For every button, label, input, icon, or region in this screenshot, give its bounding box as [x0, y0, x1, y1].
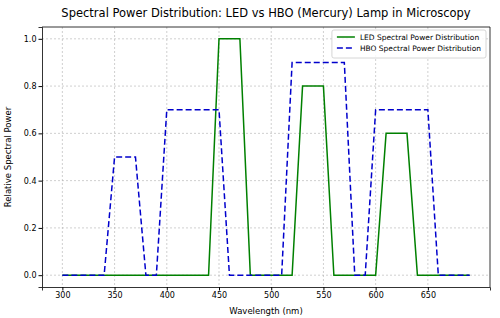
tick-mark — [39, 39, 43, 40]
tick-label: 600 — [369, 291, 384, 300]
tick-label: 300 — [55, 291, 70, 300]
title: Spectral Power Distribution: LED vs HBO … — [61, 6, 470, 20]
tick: 0.8 — [24, 82, 42, 91]
tick-mark — [428, 287, 429, 291]
tick-mark — [39, 133, 43, 134]
tick: 0.2 — [24, 224, 42, 233]
tick-mark — [39, 228, 43, 229]
grid-line-y — [42, 227, 490, 228]
tick: 300 — [55, 287, 70, 300]
tick-label: 350 — [107, 291, 122, 300]
grid-line-x — [166, 27, 167, 287]
tick: 0.0 — [24, 271, 42, 280]
tick-label: 400 — [160, 291, 175, 300]
chart: 300 350 400 450 500 550 600 650 0.0 0.2 0.4 0.6 0.8 1… — [0, 0, 500, 318]
tick-label: 0.6 — [24, 129, 37, 138]
tick-label: 0.0 — [24, 271, 37, 280]
grid — [42, 27, 490, 287]
tick-mark — [39, 275, 43, 276]
tick-label: 0.4 — [24, 177, 37, 186]
plot-area — [62, 39, 469, 275]
tick-mark — [376, 287, 377, 291]
tick-label: 1.0 — [24, 35, 37, 44]
tick: 550 — [316, 287, 331, 300]
tick: 350 — [107, 287, 122, 300]
grid-line-x — [114, 27, 115, 287]
grid-line-x — [219, 27, 220, 287]
tick-label: 550 — [316, 291, 331, 300]
y-axis-label: Relative Spectral Power — [3, 106, 13, 207]
tick-label: 0.2 — [24, 224, 37, 233]
tick-mark — [115, 287, 116, 291]
legend: LED Spectral Power Distribution HBO Spect… — [332, 30, 486, 58]
legend-swatch — [337, 47, 355, 49]
series-line — [62, 62, 469, 275]
tick-mark — [39, 181, 43, 182]
tick-mark — [39, 86, 43, 87]
tick: 1.0 — [24, 35, 42, 44]
grid-line-x — [375, 27, 376, 287]
tick-mark — [323, 287, 324, 291]
x-axis: 300 350 400 450 500 550 600 650 — [43, 287, 491, 300]
tick: 400 — [160, 287, 175, 300]
legend-swatch — [337, 36, 355, 38]
tick: 500 — [264, 287, 279, 300]
legend-box — [332, 30, 486, 58]
tick-mark — [167, 287, 168, 291]
tick-label: 0.8 — [24, 82, 37, 91]
tick: 650 — [421, 287, 436, 300]
grid-line-x — [323, 27, 324, 287]
grid-line-x — [62, 27, 63, 287]
tick-label: 650 — [421, 291, 436, 300]
series-line — [62, 39, 469, 275]
legend-label: HBO Spectral Power Distribution — [360, 44, 481, 53]
tick: 0.6 — [24, 129, 42, 138]
tick-mark — [62, 287, 63, 291]
axis-line — [39, 28, 43, 288]
grid-line-y — [42, 86, 490, 87]
tick: 600 — [369, 287, 384, 300]
grid-line-x — [271, 27, 272, 287]
y-axis: 0.0 0.2 0.4 0.6 0.8 1.0 — [24, 28, 43, 288]
tick-label: 450 — [212, 291, 227, 300]
tick-mark — [219, 287, 220, 291]
tick-label: 500 — [264, 291, 279, 300]
frame-right — [490, 27, 491, 287]
grid-line-x — [427, 27, 428, 287]
tick-mark — [271, 287, 272, 291]
frame-top — [42, 27, 490, 28]
tick: 0.4 — [24, 177, 42, 186]
grid-line-y — [42, 180, 490, 181]
tick: 450 — [212, 287, 227, 300]
legend-label: LED Spectral Power Distribution — [360, 33, 479, 42]
x-axis-label: Wavelength (nm) — [229, 306, 302, 316]
axis-line — [43, 288, 491, 291]
grid-line-y — [42, 133, 490, 134]
